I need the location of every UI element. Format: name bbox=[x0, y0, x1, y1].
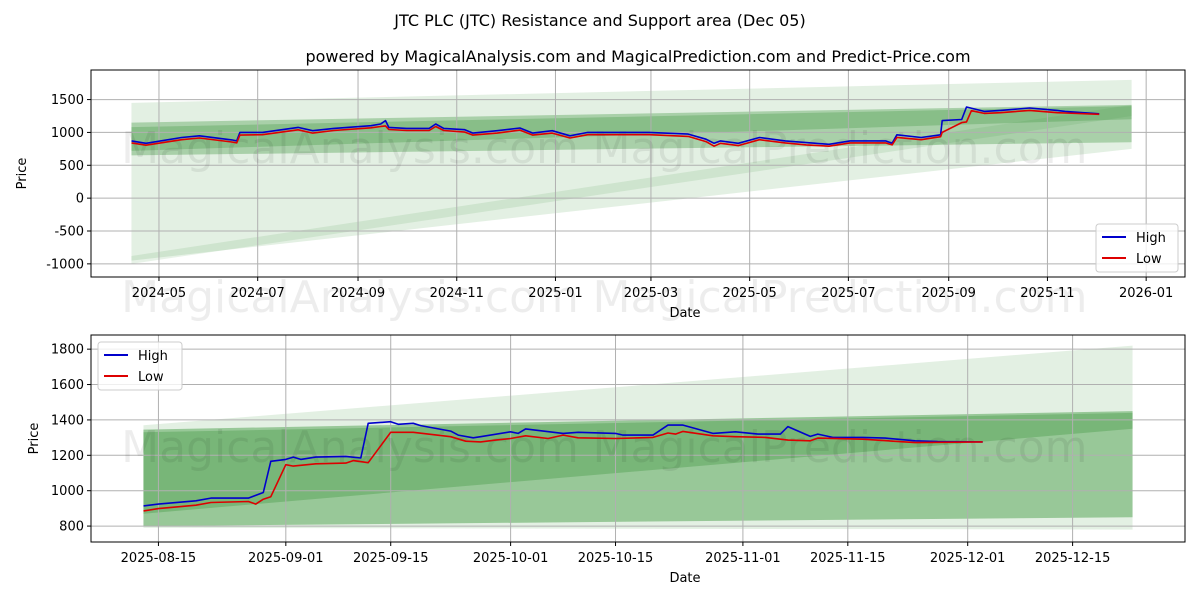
x-tick-label: 2026-01 bbox=[1119, 286, 1173, 301]
y-tick-label: 1000 bbox=[51, 126, 84, 141]
x-tick-label: 2025-11 bbox=[1020, 286, 1074, 301]
support-resistance-band bbox=[131, 106, 1132, 151]
watermark: MagicalAnalysis.com bbox=[121, 422, 579, 473]
plot-frame bbox=[90, 69, 1186, 278]
y-tick-label: 1500 bbox=[51, 93, 84, 108]
x-tick-label: 2025-10-15 bbox=[578, 551, 654, 566]
series-line-high bbox=[143, 420, 983, 507]
watermark: MagicalPrediction.com bbox=[593, 123, 1088, 174]
legend-label-high: High bbox=[138, 349, 168, 364]
x-tick-label: 2024-11 bbox=[430, 286, 484, 301]
watermark: MagicalAnalysis.com bbox=[121, 272, 579, 323]
x-tick-label: 2025-12-15 bbox=[1035, 551, 1111, 566]
x-tick-label: 2025-09 bbox=[922, 286, 976, 301]
y-tick-label: 1200 bbox=[51, 449, 84, 464]
watermark: MagicalPrediction.com bbox=[593, 422, 1088, 473]
legend-label-low: Low bbox=[1136, 252, 1162, 267]
y-tick-label: 0 bbox=[76, 192, 84, 207]
x-tick-label: 2024-05 bbox=[132, 286, 186, 301]
plot-frame bbox=[90, 334, 1186, 543]
legend-label-high: High bbox=[1136, 231, 1166, 246]
series-line-low bbox=[143, 430, 983, 512]
x-tick-label: 2025-07 bbox=[821, 286, 875, 301]
top-chart: -1000 -500 0 500 1000 1500 2024-05 2024-07 2024-… bbox=[15, 69, 1186, 323]
y-tick-label: 1000 bbox=[51, 484, 84, 499]
y-tick-label: 500 bbox=[59, 159, 84, 174]
chart-title: JTC PLC (JTC) Resistance and Support are… bbox=[393, 11, 805, 30]
x-tick-label: 2025-05 bbox=[723, 286, 777, 301]
support-resistance-band bbox=[131, 79, 1132, 261]
y-tick-label: 1400 bbox=[51, 413, 84, 428]
x-tick-label: 2025-01 bbox=[528, 286, 582, 301]
y-tick-label: 800 bbox=[59, 520, 84, 535]
x-tick-label: 2025-10-01 bbox=[473, 551, 549, 566]
y-tick-label: -1000 bbox=[46, 257, 84, 272]
legend-label-low: Low bbox=[138, 370, 164, 385]
x-tick-label: 2025-12-01 bbox=[930, 551, 1006, 566]
y-axis-label: Price bbox=[27, 423, 42, 455]
x-tick-label: 2025-09-01 bbox=[248, 551, 324, 566]
x-axis-label: Date bbox=[669, 571, 700, 586]
x-tick-label: 2025-11-01 bbox=[705, 551, 781, 566]
x-tick-label: 2025-03 bbox=[624, 286, 678, 301]
y-tick-label: 1800 bbox=[51, 343, 84, 358]
support-resistance-band bbox=[131, 104, 1132, 264]
legend: High Low bbox=[1095, 223, 1179, 273]
x-tick-label: 2025-09-15 bbox=[353, 551, 429, 566]
watermark: MagicalPrediction.com bbox=[593, 272, 1088, 323]
legend: High Low bbox=[97, 341, 183, 391]
series-line-low bbox=[131, 109, 1100, 147]
chart-subtitle: powered by MagicalAnalysis.com and Magic… bbox=[305, 47, 970, 66]
x-tick-label: 2025-11-15 bbox=[810, 551, 886, 566]
x-tick-label: 2025-08-15 bbox=[121, 551, 197, 566]
x-tick-label: 2024-09 bbox=[331, 286, 385, 301]
bottom-chart: 800 1000 1200 1400 1600 1800 2025-08-15 2025-09… bbox=[27, 334, 1186, 586]
x-axis-label: Date bbox=[669, 306, 700, 321]
x-tick-label: 2024-07 bbox=[231, 286, 285, 301]
y-tick-label: 1600 bbox=[51, 378, 84, 393]
series-line-high bbox=[131, 106, 1100, 146]
y-axis-label: Price bbox=[15, 158, 30, 190]
y-tick-label: -500 bbox=[54, 225, 84, 240]
watermark: MagicalAnalysis.com bbox=[121, 123, 579, 174]
